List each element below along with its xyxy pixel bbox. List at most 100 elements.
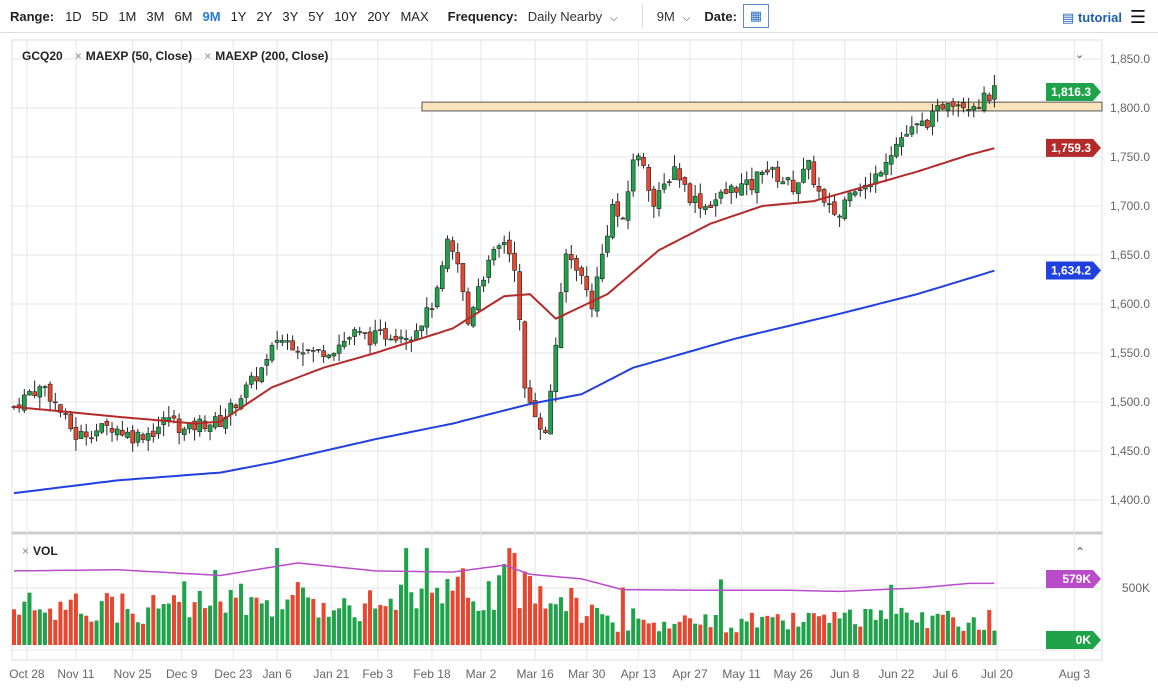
volume-bar bbox=[863, 608, 868, 645]
period-select[interactable]: 9M ⌵ bbox=[657, 9, 691, 24]
volume-bar bbox=[300, 587, 305, 645]
volume-bar bbox=[734, 632, 739, 645]
volume-bar bbox=[48, 608, 53, 645]
candle-down bbox=[527, 387, 533, 403]
volume-bar bbox=[42, 612, 47, 645]
candle-up bbox=[135, 431, 141, 443]
remove-study-icon[interactable]: × bbox=[204, 49, 212, 63]
range-1y[interactable]: 1Y bbox=[230, 8, 247, 24]
volume-bar bbox=[796, 626, 801, 645]
range-3y[interactable]: 3Y bbox=[282, 8, 299, 24]
range-10y[interactable]: 10Y bbox=[334, 8, 358, 24]
range-1m[interactable]: 1M bbox=[118, 8, 137, 24]
candle-up bbox=[904, 134, 909, 137]
volume-bar bbox=[156, 608, 161, 645]
candle-down bbox=[790, 179, 796, 193]
volume-bar bbox=[693, 623, 698, 645]
calendar-icon[interactable]: ▦ bbox=[742, 4, 769, 28]
candle-up bbox=[563, 253, 569, 293]
ma50-tag: 1,759.3 bbox=[1046, 138, 1101, 157]
volume-bar bbox=[270, 616, 274, 645]
range-3m[interactable]: 3M bbox=[146, 8, 165, 24]
volume-bar bbox=[68, 599, 73, 645]
candle-up bbox=[909, 126, 915, 135]
candle-up bbox=[888, 155, 894, 165]
volume-bar bbox=[388, 598, 393, 645]
hamburger-menu-icon[interactable]: ☰ bbox=[1129, 7, 1146, 27]
volume-bar bbox=[326, 616, 331, 645]
volume-bar bbox=[791, 612, 796, 645]
candle-up bbox=[476, 286, 481, 311]
volume-bar bbox=[362, 603, 367, 645]
volume-bar bbox=[811, 613, 816, 645]
candle-down bbox=[646, 166, 651, 191]
volume-bar bbox=[667, 628, 672, 645]
ma50-line bbox=[13, 147, 995, 425]
candle-down bbox=[202, 420, 208, 430]
range-6m[interactable]: 6M bbox=[174, 8, 193, 24]
volume-bar bbox=[399, 584, 403, 645]
range-9m[interactable]: 9M bbox=[202, 8, 221, 24]
volume-bar bbox=[770, 617, 775, 645]
volume-bar bbox=[228, 589, 233, 645]
ma200-tag: 1,634.2 bbox=[1046, 261, 1101, 280]
volume-bar bbox=[987, 610, 992, 645]
volume-bar bbox=[213, 570, 218, 645]
candle-up bbox=[754, 171, 760, 193]
volume-bar bbox=[760, 616, 765, 645]
volume-bar bbox=[187, 617, 192, 645]
candle-down bbox=[986, 94, 992, 102]
remove-study-icon[interactable]: × bbox=[74, 49, 82, 63]
candle-up bbox=[945, 103, 951, 111]
candle-down bbox=[615, 201, 621, 217]
candle-down bbox=[393, 335, 399, 341]
candle-down bbox=[310, 350, 316, 352]
price-tag-text: 1,816.3 bbox=[1051, 85, 1091, 99]
candle-up bbox=[785, 177, 791, 181]
candle-down bbox=[677, 168, 682, 181]
candle-up bbox=[703, 206, 708, 211]
candle-down bbox=[687, 183, 693, 203]
volume-bar bbox=[801, 622, 806, 645]
range-2y[interactable]: 2Y bbox=[256, 8, 273, 24]
candle-down bbox=[950, 101, 956, 107]
volume-bar bbox=[280, 609, 285, 645]
expand-chevron-icon[interactable]: ⌃ bbox=[1075, 545, 1086, 559]
x-tick-label: Mar 16 bbox=[516, 667, 554, 681]
y-tick-label: 1,700.0 bbox=[1110, 199, 1150, 213]
volume-bar bbox=[636, 618, 641, 645]
candle-up bbox=[166, 417, 172, 421]
candle-down bbox=[584, 276, 590, 291]
volume-bar bbox=[553, 604, 558, 645]
range-5y[interactable]: 5Y bbox=[308, 8, 325, 24]
candle-up bbox=[610, 204, 615, 238]
remove-volume-icon[interactable]: × bbox=[22, 544, 30, 558]
candle-up bbox=[419, 325, 424, 331]
volume-bar bbox=[543, 608, 548, 645]
candle-down bbox=[455, 252, 461, 265]
volume-bar bbox=[920, 612, 925, 645]
collapse-chevron-icon[interactable]: ⌄ bbox=[1075, 49, 1085, 61]
volume-bar bbox=[182, 581, 187, 645]
volume-bar bbox=[486, 581, 491, 645]
volume-bar bbox=[940, 614, 945, 645]
volume-bar bbox=[894, 613, 899, 645]
candle-up bbox=[744, 179, 750, 185]
candle-up bbox=[728, 185, 734, 193]
frequency-value: Daily Nearby bbox=[527, 8, 603, 24]
frequency-select[interactable]: Daily Nearby ⌵ bbox=[528, 9, 618, 24]
y-tick-label: 1,850.0 bbox=[1110, 52, 1150, 66]
range-max[interactable]: MAX bbox=[400, 8, 429, 24]
resistance-band bbox=[421, 101, 1103, 112]
range-5d[interactable]: 5D bbox=[91, 8, 109, 24]
range-1d[interactable]: 1D bbox=[65, 8, 82, 24]
range-20y[interactable]: 20Y bbox=[367, 8, 391, 24]
candle-up bbox=[796, 182, 801, 194]
x-tick-label: Dec 23 bbox=[214, 667, 252, 681]
volume-bar bbox=[424, 548, 429, 645]
x-tick-label: Apr 13 bbox=[621, 667, 657, 681]
volume-bar bbox=[331, 610, 336, 645]
tutorial-link[interactable]: ▤ tutorial bbox=[1062, 10, 1122, 26]
candle-down bbox=[192, 420, 197, 431]
